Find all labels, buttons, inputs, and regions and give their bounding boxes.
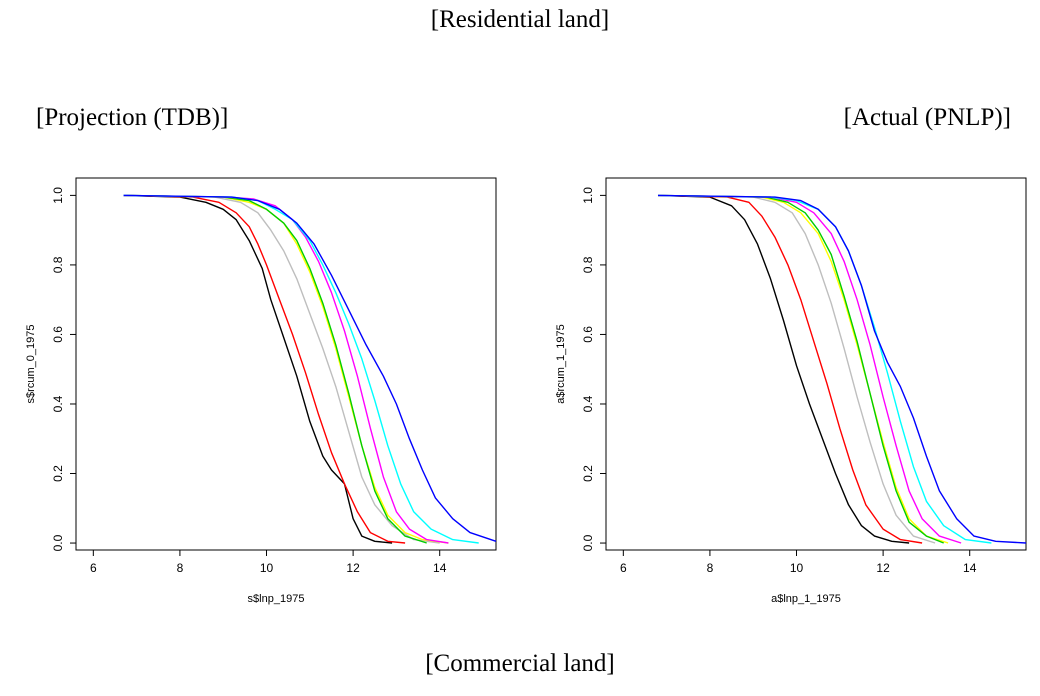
series-line bbox=[123, 194, 406, 544]
series-line bbox=[123, 194, 440, 544]
y-tick-label: 0.0 bbox=[581, 534, 595, 551]
y-axis-label: s$rcum_0_1975 bbox=[25, 325, 37, 404]
series-line bbox=[657, 194, 962, 544]
series-line bbox=[657, 194, 944, 544]
series-line bbox=[123, 194, 449, 544]
y-tick-label: 0.8 bbox=[51, 256, 65, 273]
x-tick-label: 6 bbox=[620, 561, 627, 575]
series-line bbox=[123, 194, 497, 542]
series-line bbox=[657, 194, 949, 544]
series-line bbox=[657, 194, 936, 544]
x-tick-label: 10 bbox=[790, 561, 804, 575]
y-tick-label: 0.8 bbox=[581, 256, 595, 273]
y-tick-label: 1.0 bbox=[581, 187, 595, 204]
chart-left: 6 8 10 12 14 0.0 0.2 0.4 0.6 0.8 1.0 s$lnp_1975 s$rc… bbox=[25, 177, 497, 605]
series-line bbox=[657, 194, 992, 544]
caption-commercial-land: [Commercial land] bbox=[425, 650, 615, 677]
y-tick-label: 0.6 bbox=[51, 326, 65, 343]
plot-frame bbox=[75, 177, 497, 551]
series-line bbox=[657, 194, 910, 544]
series-line bbox=[123, 194, 479, 544]
x-tick-label: 8 bbox=[177, 561, 184, 575]
x-axis-label: s$lnp_1975 bbox=[248, 593, 305, 605]
caption-residential-land: [Residential land] bbox=[430, 6, 610, 33]
x-tick-label: 10 bbox=[260, 561, 274, 575]
y-tick-label: 1.0 bbox=[51, 187, 65, 204]
caption-actual: [Actual (PNLP)] bbox=[843, 104, 1011, 131]
x-tick-label: 14 bbox=[963, 561, 977, 575]
y-tick-label: 0.4 bbox=[581, 395, 595, 412]
x-tick-label: 14 bbox=[433, 561, 447, 575]
x-tick-label: 8 bbox=[707, 561, 714, 575]
chart-right: 6 8 10 12 14 0.0 0.2 0.4 0.6 0.8 1.0 a$lnp_1_1975 a$… bbox=[555, 177, 1027, 605]
series-line bbox=[123, 194, 427, 544]
y-tick-label: 0.2 bbox=[51, 465, 65, 482]
series-line bbox=[123, 194, 393, 544]
x-tick-label: 12 bbox=[346, 561, 360, 575]
x-tick-label: 6 bbox=[90, 561, 97, 575]
x-tick-label: 12 bbox=[876, 561, 890, 575]
y-tick-label: 0.2 bbox=[581, 465, 595, 482]
caption-projection: [Projection (TDB)] bbox=[36, 104, 229, 131]
series-line bbox=[123, 194, 449, 544]
y-tick-label: 0.6 bbox=[581, 326, 595, 343]
y-tick-label: 0.0 bbox=[51, 534, 65, 551]
y-axis-label: a$rcum_1_1975 bbox=[555, 324, 567, 404]
x-axis-label: a$lnp_1_1975 bbox=[771, 593, 841, 605]
plot-frame bbox=[605, 177, 1027, 551]
series-line bbox=[657, 194, 923, 544]
y-tick-label: 0.4 bbox=[51, 395, 65, 412]
series-line bbox=[657, 194, 1027, 544]
